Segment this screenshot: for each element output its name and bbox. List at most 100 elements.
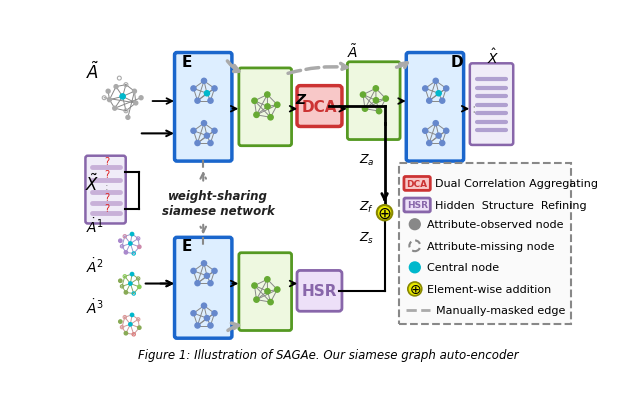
Text: ?: ?: [104, 192, 109, 202]
Text: Figure 1: Illustration of SAGAe. Our siamese graph auto-encoder: Figure 1: Illustration of SAGAe. Our sia…: [138, 349, 518, 361]
Circle shape: [265, 93, 270, 98]
Circle shape: [410, 262, 420, 273]
Circle shape: [202, 121, 207, 126]
Circle shape: [383, 97, 388, 102]
FancyBboxPatch shape: [348, 63, 400, 140]
FancyBboxPatch shape: [404, 199, 430, 212]
Circle shape: [444, 129, 449, 134]
Text: Attribute-missing node: Attribute-missing node: [428, 241, 555, 251]
Circle shape: [129, 282, 132, 285]
Circle shape: [268, 300, 273, 305]
Text: $Z_a$: $Z_a$: [359, 152, 374, 167]
Text: Hidden  Structure  Refining: Hidden Structure Refining: [435, 200, 587, 211]
Circle shape: [444, 87, 449, 92]
Circle shape: [124, 251, 127, 254]
Circle shape: [195, 281, 200, 286]
Text: DCA: DCA: [301, 99, 337, 114]
Text: $\dot{A}^{2}$: $\dot{A}^{2}$: [86, 256, 104, 275]
Text: $Z_f$: $Z_f$: [359, 200, 374, 215]
Circle shape: [436, 134, 441, 139]
Circle shape: [118, 280, 122, 283]
Circle shape: [254, 297, 259, 303]
Circle shape: [252, 99, 257, 104]
Circle shape: [422, 129, 428, 134]
Circle shape: [265, 277, 270, 282]
FancyBboxPatch shape: [404, 177, 430, 191]
FancyBboxPatch shape: [239, 69, 292, 146]
Circle shape: [202, 261, 207, 266]
Circle shape: [113, 107, 116, 111]
Text: Element-wise addition: Element-wise addition: [428, 284, 552, 294]
Circle shape: [208, 99, 213, 104]
Text: $\tilde{A}$: $\tilde{A}$: [347, 43, 358, 61]
Circle shape: [265, 104, 270, 110]
FancyBboxPatch shape: [406, 53, 463, 162]
Circle shape: [204, 134, 209, 139]
Circle shape: [275, 103, 280, 108]
Circle shape: [106, 90, 110, 94]
Circle shape: [118, 320, 122, 323]
Text: E: E: [182, 55, 192, 69]
Circle shape: [191, 129, 196, 134]
Text: Manually-masked edge: Manually-masked edge: [436, 306, 566, 316]
FancyBboxPatch shape: [85, 157, 125, 224]
FancyBboxPatch shape: [399, 163, 572, 325]
Text: $\tilde{A}$: $\tilde{A}$: [86, 62, 99, 83]
Circle shape: [139, 97, 143, 100]
Text: E: E: [182, 239, 192, 254]
Circle shape: [212, 311, 217, 316]
Circle shape: [138, 246, 141, 249]
Text: $Z_s$: $Z_s$: [359, 230, 374, 246]
Text: HSR: HSR: [301, 284, 337, 299]
Circle shape: [436, 92, 441, 97]
Circle shape: [131, 313, 134, 317]
Circle shape: [195, 141, 200, 146]
Text: $\oplus$: $\oplus$: [378, 204, 392, 222]
Circle shape: [208, 141, 213, 146]
Circle shape: [114, 85, 118, 89]
Circle shape: [191, 311, 196, 316]
Circle shape: [126, 116, 130, 120]
Circle shape: [427, 99, 432, 104]
Text: $\dot{A}^{3}$: $\dot{A}^{3}$: [86, 297, 104, 316]
Text: $\dot{A}^{1}$: $\dot{A}^{1}$: [86, 217, 104, 235]
Circle shape: [131, 233, 134, 236]
Circle shape: [212, 87, 217, 92]
Circle shape: [108, 98, 111, 102]
Text: Attribute-observed node: Attribute-observed node: [428, 220, 564, 230]
Circle shape: [433, 79, 438, 84]
Circle shape: [195, 99, 200, 104]
Circle shape: [134, 102, 138, 106]
Circle shape: [202, 79, 207, 84]
Circle shape: [191, 87, 196, 92]
FancyBboxPatch shape: [175, 238, 232, 338]
Circle shape: [120, 95, 125, 100]
Circle shape: [373, 98, 379, 104]
Circle shape: [440, 141, 445, 146]
Circle shape: [204, 92, 209, 97]
FancyBboxPatch shape: [470, 64, 513, 145]
Text: Central node: Central node: [428, 263, 499, 273]
Circle shape: [124, 332, 127, 335]
Circle shape: [208, 323, 213, 328]
Text: :: :: [472, 102, 476, 116]
Circle shape: [362, 107, 367, 112]
FancyBboxPatch shape: [175, 53, 232, 162]
Circle shape: [377, 206, 392, 221]
Circle shape: [360, 93, 365, 98]
Circle shape: [433, 121, 438, 126]
Text: $\tilde{X}$: $\tilde{X}$: [85, 173, 100, 194]
Text: $\hat{X}$: $\hat{X}$: [487, 48, 499, 67]
Circle shape: [202, 304, 207, 309]
Text: DCA: DCA: [406, 180, 428, 188]
Circle shape: [254, 113, 259, 118]
Text: D: D: [451, 55, 463, 69]
Text: :: :: [104, 182, 108, 192]
FancyBboxPatch shape: [297, 271, 342, 311]
Circle shape: [129, 323, 132, 326]
Circle shape: [138, 285, 141, 289]
Text: $\oplus$: $\oplus$: [408, 282, 421, 296]
Circle shape: [275, 287, 280, 292]
Circle shape: [427, 141, 432, 146]
Circle shape: [204, 316, 209, 321]
